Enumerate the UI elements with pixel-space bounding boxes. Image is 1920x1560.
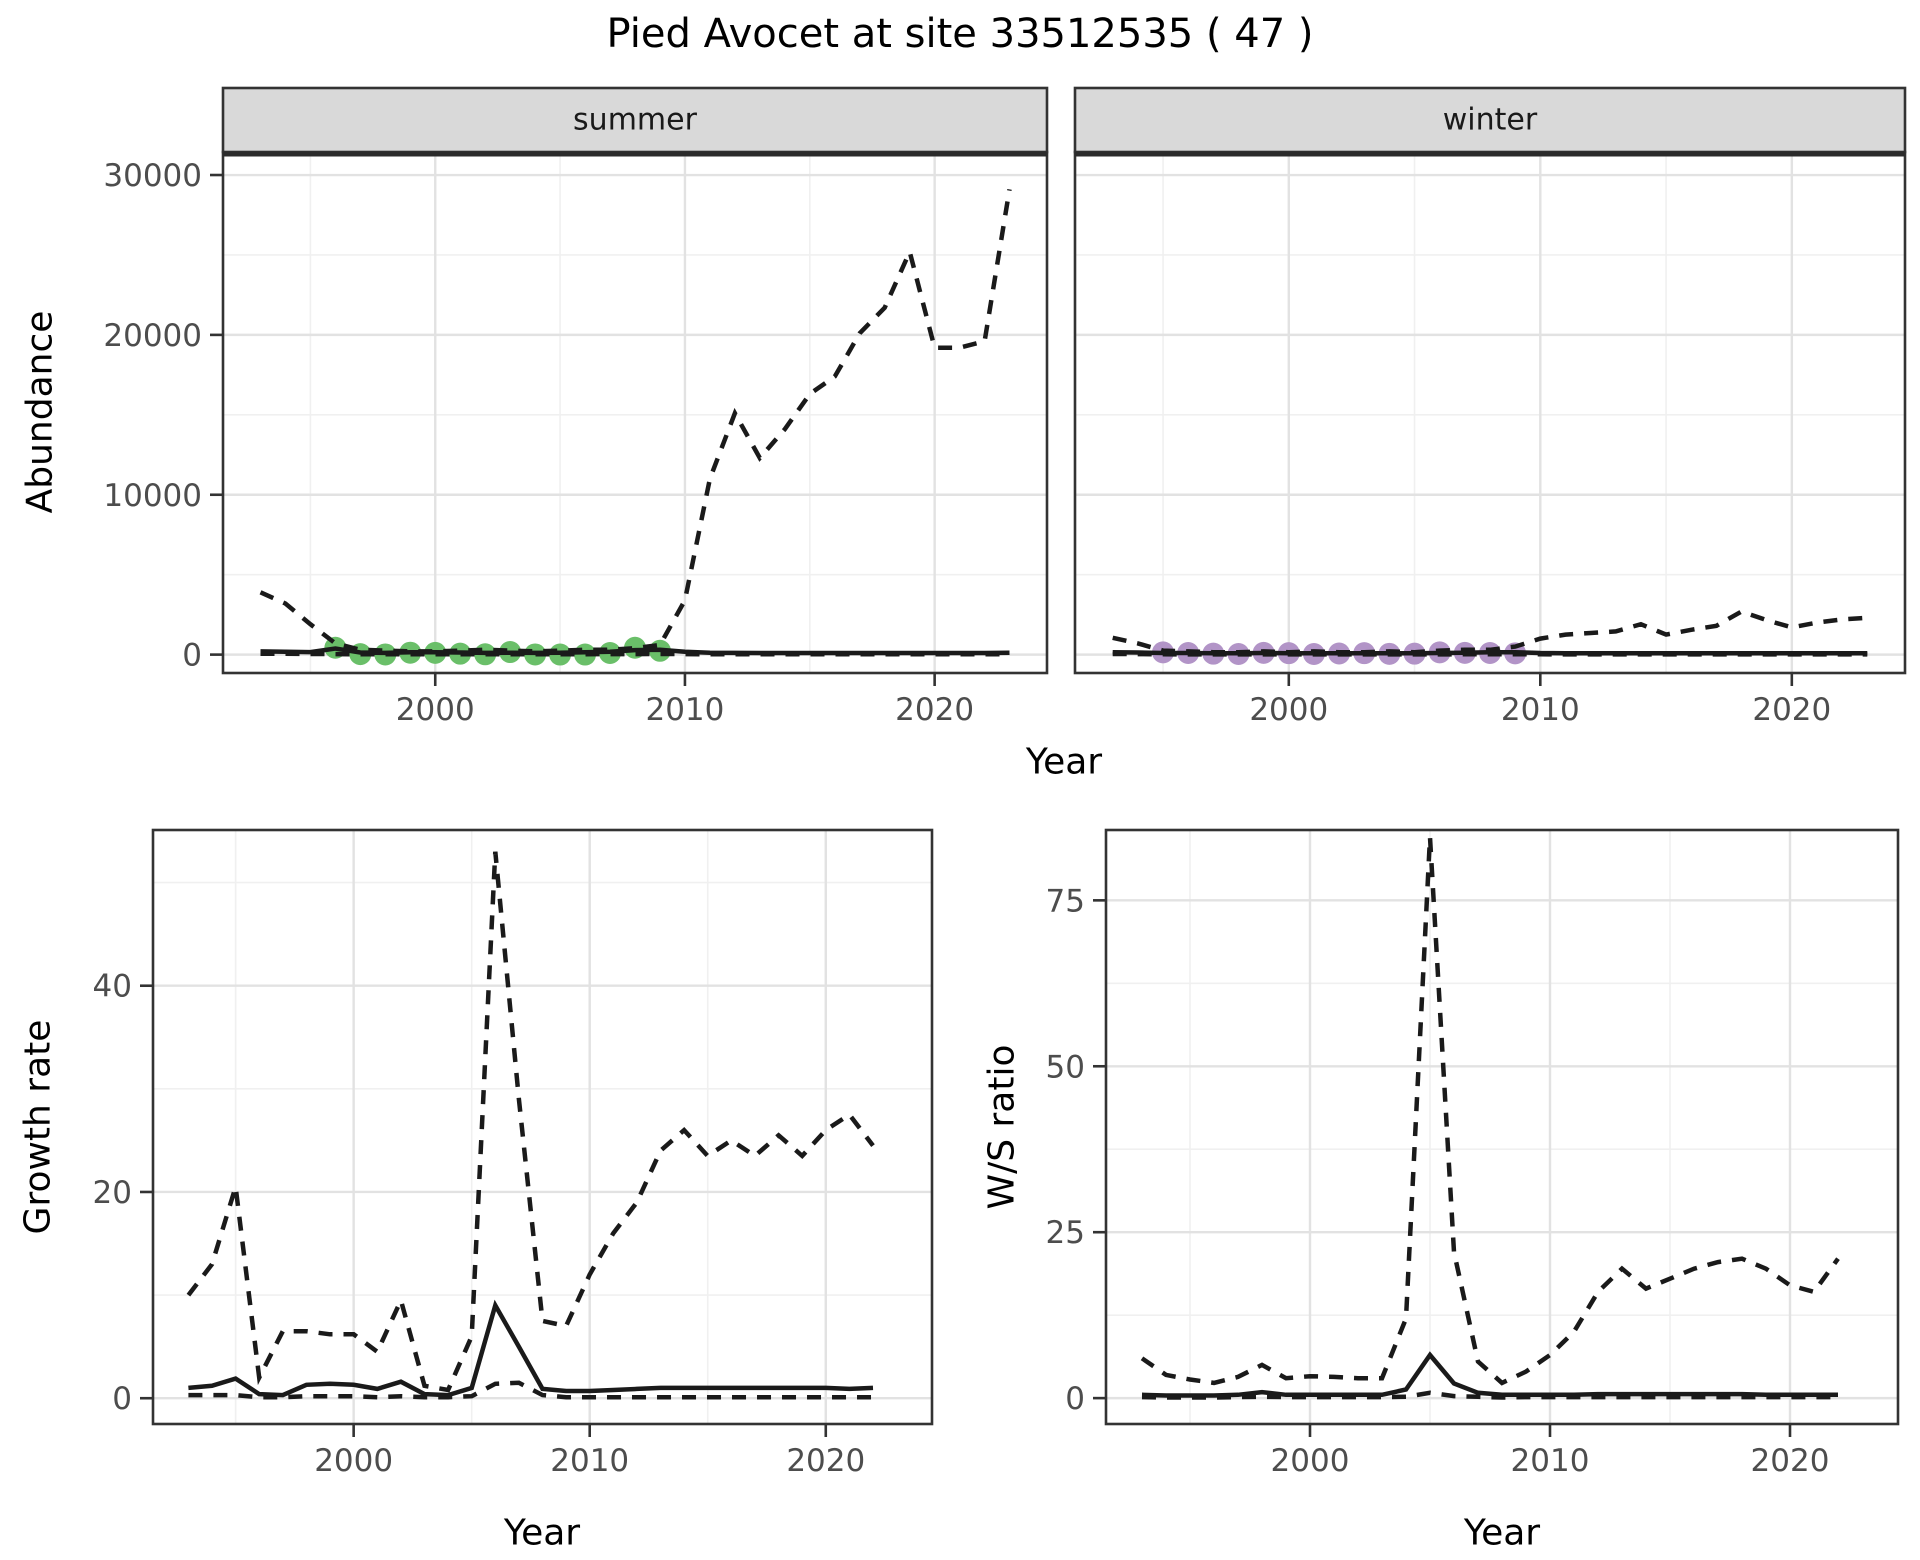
- ws-x-tick-label: 2020: [1751, 1443, 1830, 1479]
- growth-x-tick-label: 2020: [786, 1443, 865, 1479]
- ws-lower_ci-line: [1141, 1390, 1838, 1400]
- summer-facet-strip: [221, 86, 1049, 154]
- abundance-axis-label: Abundance: [19, 310, 61, 514]
- ws-year-axis-label: Year: [1463, 1512, 1541, 1554]
- growth-panel-border: [151, 828, 934, 1426]
- summer-y-tick-label: 20000: [103, 318, 202, 354]
- ws-x-tick-label: 2010: [1511, 1443, 1590, 1479]
- growth-y-tick-label: 40: [93, 969, 132, 1005]
- ws-panel-border: [1104, 828, 1900, 1426]
- growth-y-tick-label: 20: [93, 1175, 132, 1211]
- ws-mean-line: [1141, 1351, 1838, 1398]
- summer-x-tick-label: 2000: [396, 692, 475, 728]
- winter-x-tick-label: 2000: [1249, 692, 1328, 728]
- panel-summer: 2000 2010 2020 0 10000 20000 30000: [103, 86, 1049, 728]
- ws-y-tick-label: 25: [1046, 1215, 1085, 1251]
- growth-lower_ci-line: [188, 1380, 873, 1400]
- ws-ratio-axis-label: W/S ratio: [981, 1044, 1023, 1210]
- panel-growth: 2000 2010 2020 0 20 40: [93, 828, 934, 1479]
- ws-y-tick-label: 0: [1065, 1381, 1085, 1417]
- ws-x-tick-label: 2000: [1271, 1443, 1350, 1479]
- summer-y-tick-label: 30000: [103, 158, 202, 194]
- ws-y-tick-label: 50: [1046, 1049, 1085, 1085]
- summer-x-tick-label: 2010: [645, 692, 724, 728]
- summer-y-tick-label: 10000: [103, 478, 202, 514]
- growth-x-tick-label: 2000: [314, 1443, 393, 1479]
- ws-y-tick-label: 75: [1046, 883, 1085, 919]
- summer-y-tick-label: 0: [182, 638, 202, 674]
- winter-x-tick-label: 2020: [1752, 692, 1831, 728]
- growth-upper_ci-line: [186, 851, 875, 1393]
- top-year-axis-label: Year: [1025, 741, 1103, 783]
- growth-mean-line: [188, 1299, 874, 1398]
- winter-facet-strip: [1073, 86, 1907, 154]
- facet-label-summer: summer: [573, 102, 697, 138]
- summer-mean-line: [260, 646, 1010, 656]
- growth-year-axis-label: Year: [503, 1512, 581, 1554]
- winter-mean-line: [1112, 649, 1868, 656]
- figure-title: Pied Avocet at site 33512535 ( 47 ): [606, 11, 1314, 57]
- summer-x-tick-label: 2020: [895, 692, 974, 728]
- panel-ws: 2000 2010 2020 0 25 50 75: [1046, 828, 1900, 1479]
- growth-rate-axis-label: Growth rate: [17, 1019, 59, 1235]
- growth-y-tick-label: 0: [112, 1381, 132, 1417]
- panel-winter: 2000 2010 2020: [1073, 86, 1907, 728]
- facet-label-winter: winter: [1442, 102, 1538, 138]
- summer-upper_ci-line: [259, 189, 1012, 654]
- winter-x-tick-label: 2010: [1501, 692, 1580, 728]
- growth-x-tick-label: 2010: [550, 1443, 629, 1479]
